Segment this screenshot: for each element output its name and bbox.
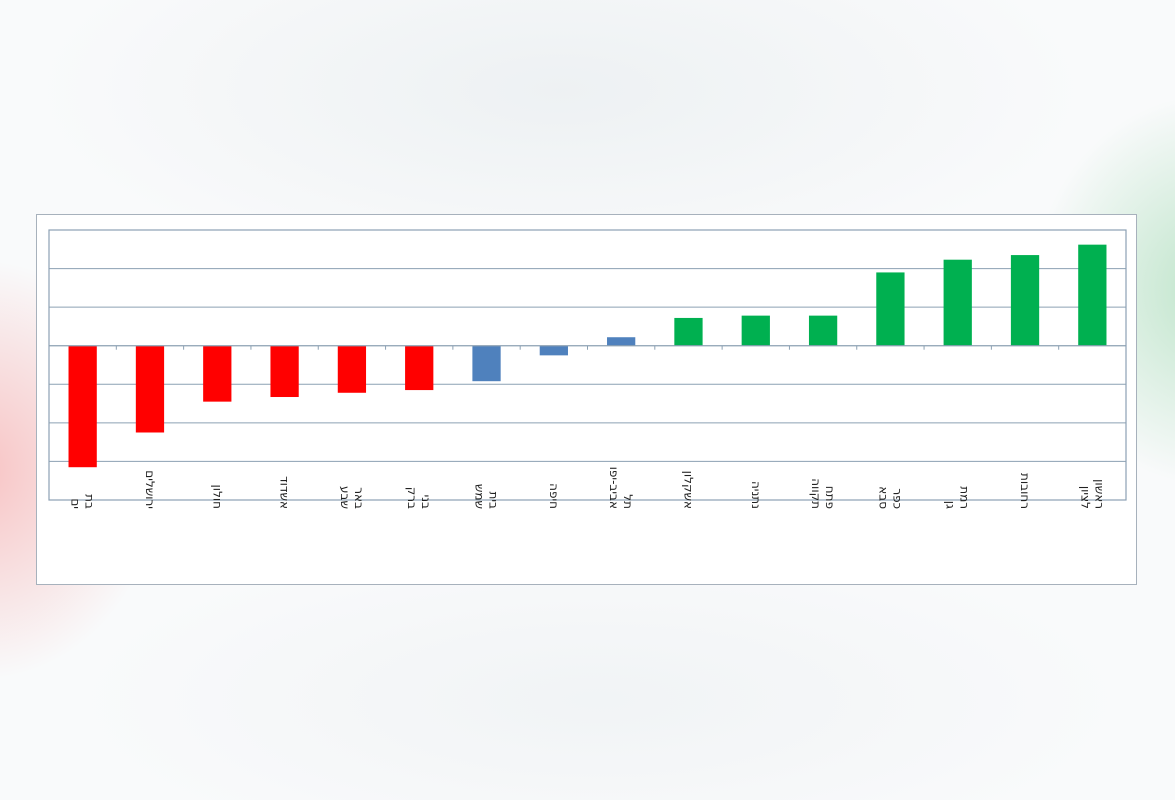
category-labels: בתים ירושלים חולון אשדוד בארשבע בניברק ביתשמש ח… xyxy=(69,467,1107,510)
category-label: תלאביב-יפו xyxy=(607,467,635,509)
category-label: בתים xyxy=(69,494,97,509)
category-label: רחובות xyxy=(1018,473,1032,509)
bar xyxy=(337,345,367,393)
bar xyxy=(270,345,299,398)
bar xyxy=(539,345,568,356)
category-label: כפרסבא xyxy=(876,486,904,509)
bar xyxy=(1078,244,1107,346)
bar xyxy=(1010,255,1040,346)
category-label: נתניה xyxy=(749,481,763,509)
category-label: פתחתקווה xyxy=(809,478,837,509)
x-axis xyxy=(49,345,1126,350)
bar xyxy=(876,272,905,346)
category-label: אשקלון xyxy=(681,471,695,509)
bar xyxy=(68,345,97,468)
category-label: אשדוד xyxy=(278,476,292,509)
bar xyxy=(943,259,972,346)
bar xyxy=(741,315,770,346)
bar xyxy=(405,345,434,391)
bar xyxy=(674,317,703,346)
category-label: בניברק xyxy=(405,487,433,509)
bar xyxy=(135,345,165,433)
bars xyxy=(68,244,1107,468)
bar-chart: בתים ירושלים חולון אשדוד בארשבע בניברק ביתשמש ח… xyxy=(48,229,1127,510)
category-label: ירושלים xyxy=(143,470,157,509)
bar xyxy=(607,337,636,346)
category-label: חיפה xyxy=(547,483,561,509)
category-label: רמתגן xyxy=(944,486,972,509)
category-label: חולון xyxy=(210,485,224,509)
category-label: בארשבע xyxy=(338,486,366,509)
category-label: ביתשמש xyxy=(473,484,501,509)
bar xyxy=(808,315,838,346)
chart-frame: בתים ירושלים חולון אשדוד בארשבע בניברק ביתשמש ח… xyxy=(36,214,1137,585)
bar xyxy=(472,345,501,382)
category-label: ראשוןלציון xyxy=(1078,479,1106,509)
bar xyxy=(203,345,232,402)
